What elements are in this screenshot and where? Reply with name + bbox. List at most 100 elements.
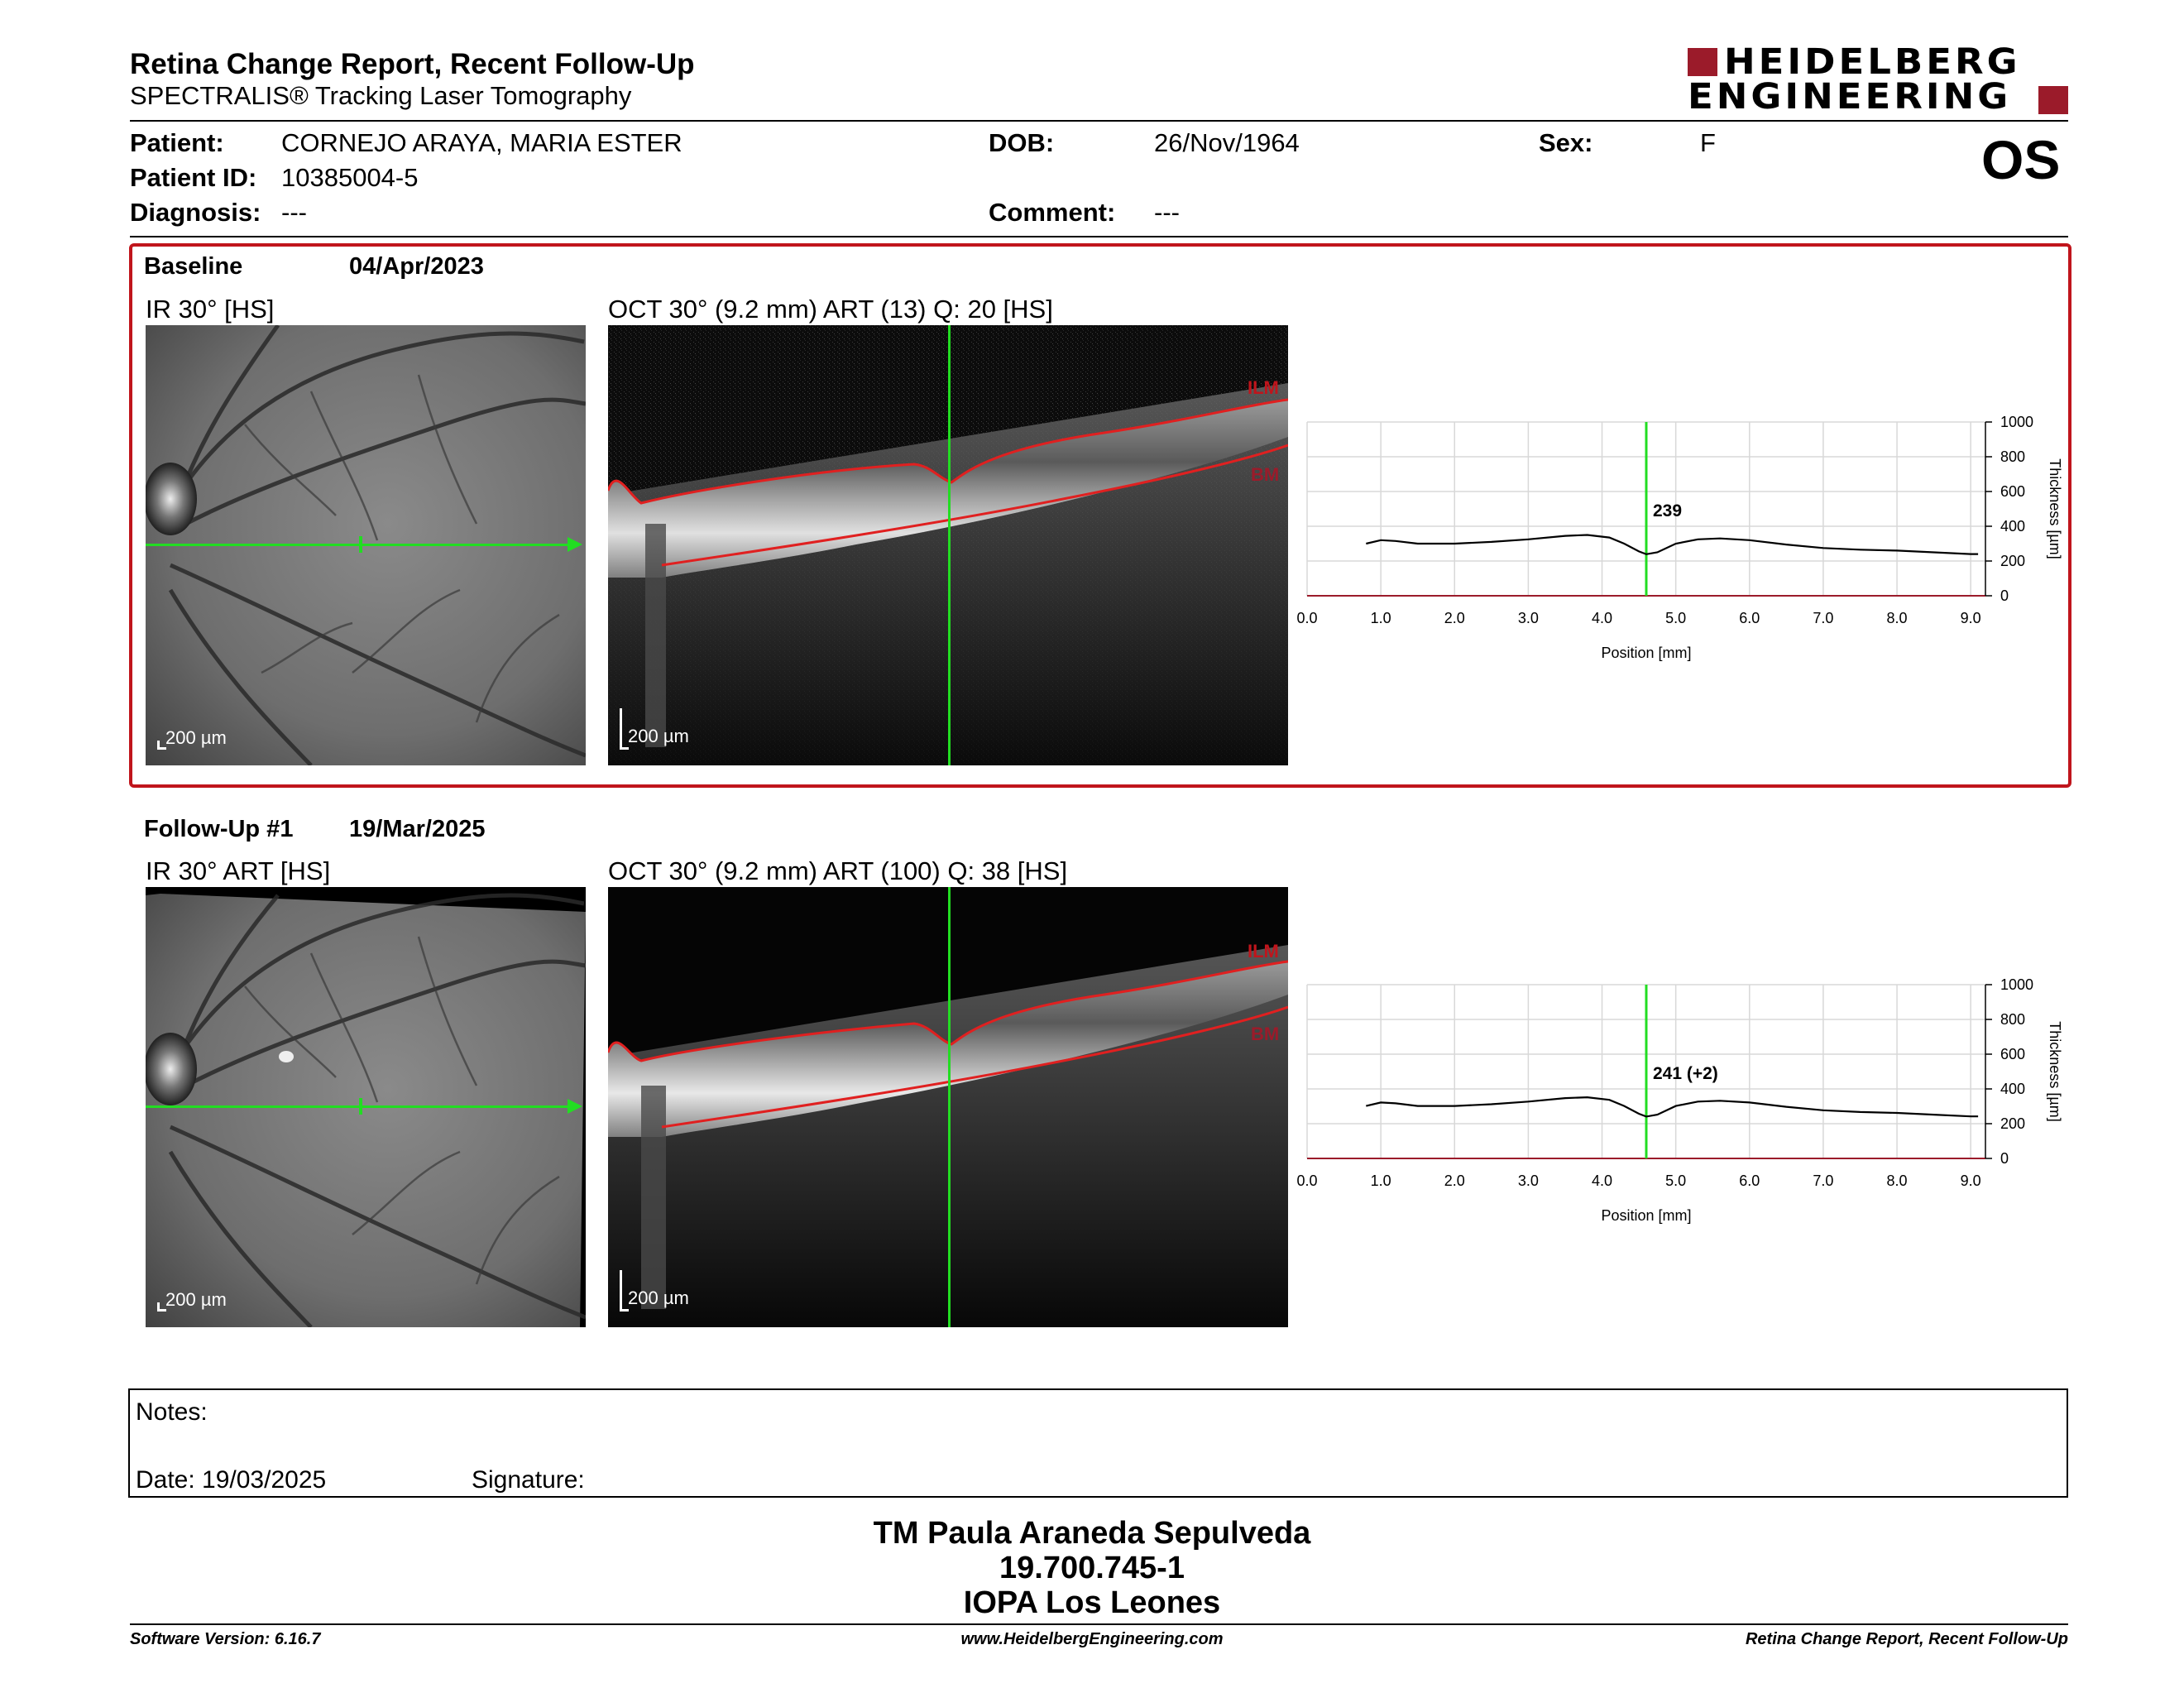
x-tick-label: 4.0 <box>1592 1172 1612 1189</box>
baseline-ilm-label: ILM <box>1248 377 1279 398</box>
x-tick-label: 9.0 <box>1961 610 1981 626</box>
followup-date: 19/Mar/2025 <box>349 816 486 842</box>
x-axis-label: Position [mm] <box>1601 645 1691 661</box>
followup-oct-image[interactable]: ILM BM 200 µm <box>608 887 1288 1327</box>
baseline-fovea-marker <box>359 536 362 553</box>
diagnosis-value: --- <box>281 198 307 227</box>
baseline-oct-title: OCT 30° (9.2 mm) ART (13) Q: 20 [HS] <box>608 295 1053 324</box>
signature-label: Signature: <box>472 1466 585 1494</box>
baseline-ir-scale: 200 µm <box>165 727 227 748</box>
y-tick-label: 600 <box>2000 483 2025 500</box>
footer-report-name: Retina Change Report, Recent Follow-Up <box>1745 1630 2068 1648</box>
report-title: Retina Change Report, Recent Follow-Up <box>130 48 695 80</box>
followup-ir-scale: 200 µm <box>165 1289 227 1310</box>
y-tick-label: 200 <box>2000 553 2025 569</box>
dob-label: DOB: <box>989 128 1055 157</box>
baseline-ir-title: IR 30° [HS] <box>146 295 275 324</box>
y-tick-label: 1000 <box>2000 414 2033 430</box>
baseline-thickness-chart: 0.0 1.0 2.0 3.0 4.0 5.0 6.0 7.0 8.0 9.0 0 200 400 600… <box>1296 414 2063 661</box>
followup-oct-title: OCT 30° (9.2 mm) ART (100) Q: 38 [HS] <box>608 856 1068 885</box>
footer-rule <box>130 1623 2068 1625</box>
website-link[interactable]: www.HeidelbergEngineering.com <box>960 1630 1224 1648</box>
sex-label: Sex: <box>1539 128 1593 157</box>
software-version: Software Version: 6.16.7 <box>130 1630 321 1648</box>
logo-red-square <box>1688 48 1717 76</box>
followup-bm-label: BM <box>1251 1024 1280 1044</box>
x-tick-label: 8.0 <box>1887 1172 1908 1189</box>
patient-id-label: Patient ID: <box>130 163 257 192</box>
baseline-oct-scale: 200 µm <box>628 726 689 746</box>
y-axis-label: Thickness [µm] <box>2047 458 2063 559</box>
y-tick-label: 400 <box>2000 518 2025 535</box>
baseline-frame <box>129 243 2071 788</box>
x-tick-label: 5.0 <box>1665 1172 1686 1189</box>
followup-label: Follow-Up #1 <box>144 816 294 842</box>
scale-bar-icon <box>620 708 629 750</box>
baseline-bm-label: BM <box>1251 464 1280 485</box>
y-axis-label: Thickness [µm] <box>2047 1021 2063 1121</box>
y-tick-label: 0 <box>2000 1150 2009 1167</box>
diagnosis-label: Diagnosis: <box>130 198 261 227</box>
baseline-scan-arrow-icon <box>568 537 582 552</box>
y-tick-label: 800 <box>2000 448 2025 465</box>
signer-name: TM Paula Araneda Sepulveda <box>873 1516 1311 1551</box>
patient-label: Patient: <box>130 128 224 157</box>
followup-thickness-chart: 0.0 1.0 2.0 3.0 4.0 5.0 6.0 7.0 8.0 9.0 0 200 400 600… <box>1296 976 2063 1224</box>
y-tick-label: 800 <box>2000 1011 2025 1028</box>
x-tick-label: 0.0 <box>1296 610 1317 626</box>
followup-bm-line <box>661 1005 1288 1129</box>
x-tick-label: 9.0 <box>1961 1172 1981 1189</box>
baseline-ilm-line <box>608 398 1288 505</box>
eye-indicator: OS <box>1981 129 2061 190</box>
x-tick-label: 6.0 <box>1739 1172 1760 1189</box>
notes-label: Notes: <box>136 1398 208 1426</box>
header-rule <box>130 120 2068 122</box>
x-tick-label: 6.0 <box>1739 610 1760 626</box>
scale-bar-icon <box>620 1270 629 1312</box>
followup-ilm-label: ILM <box>1248 941 1279 961</box>
followup-ir-title: IR 30° ART [HS] <box>146 856 331 885</box>
y-tick-label: 600 <box>2000 1046 2025 1062</box>
x-tick-label: 2.0 <box>1444 1172 1465 1189</box>
logo-red-square-2 <box>2038 86 2068 114</box>
x-tick-label: 7.0 <box>1813 610 1833 626</box>
x-axis-label: Position [mm] <box>1601 1207 1691 1224</box>
x-tick-label: 8.0 <box>1887 610 1908 626</box>
thickness-value-label: 239 <box>1653 501 1682 520</box>
patient-id-value: 10385004-5 <box>281 163 419 192</box>
signer-org: IOPA Los Leones <box>963 1585 1221 1620</box>
sex-value: F <box>1700 128 1716 157</box>
logo-line2: ENGINEERING <box>1688 75 2012 117</box>
baseline-ir-image[interactable]: 200 µm <box>146 325 586 765</box>
scale-bar-icon <box>157 741 166 750</box>
y-tick-label: 200 <box>2000 1115 2025 1132</box>
x-tick-label: 7.0 <box>1813 1172 1833 1189</box>
x-tick-label: 3.0 <box>1518 610 1539 626</box>
baseline-oct-image[interactable]: ILM BM 200 µm <box>608 325 1288 765</box>
thickness-value-label: 241 (+2) <box>1653 1064 1718 1083</box>
y-tick-label: 0 <box>2000 587 2009 604</box>
heidelberg-logo: HEIDELBERG ENGINEERING <box>1688 41 2068 117</box>
signer-id: 19.700.745-1 <box>999 1551 1185 1585</box>
x-tick-label: 2.0 <box>1444 610 1465 626</box>
patient-rule <box>130 236 2068 237</box>
followup-fovea-marker <box>359 1098 362 1115</box>
baseline-date: 04/Apr/2023 <box>349 253 484 280</box>
followup-ilm-line <box>608 960 1288 1062</box>
followup-oct-scale: 200 µm <box>628 1288 689 1308</box>
logo-line1: HEIDELBERG <box>1724 41 2021 83</box>
notes-box[interactable] <box>128 1388 2068 1498</box>
comment-label: Comment: <box>989 198 1116 227</box>
thickness-profile-line <box>1366 1096 1979 1118</box>
patient-value: CORNEJO ARAYA, MARIA ESTER <box>281 128 682 157</box>
report-subtitle: SPECTRALIS® Tracking Laser Tomography <box>130 81 632 110</box>
followup-ir-image[interactable]: 200 µm <box>146 887 586 1327</box>
scale-bar-icon <box>157 1302 166 1312</box>
x-tick-label: 1.0 <box>1371 610 1391 626</box>
y-tick-label: 400 <box>2000 1081 2025 1097</box>
x-tick-label: 0.0 <box>1296 1172 1317 1189</box>
dob-value: 26/Nov/1964 <box>1154 128 1300 157</box>
followup-scan-line <box>146 1105 569 1108</box>
baseline-bm-line <box>661 444 1288 567</box>
baseline-scan-line <box>146 544 569 546</box>
